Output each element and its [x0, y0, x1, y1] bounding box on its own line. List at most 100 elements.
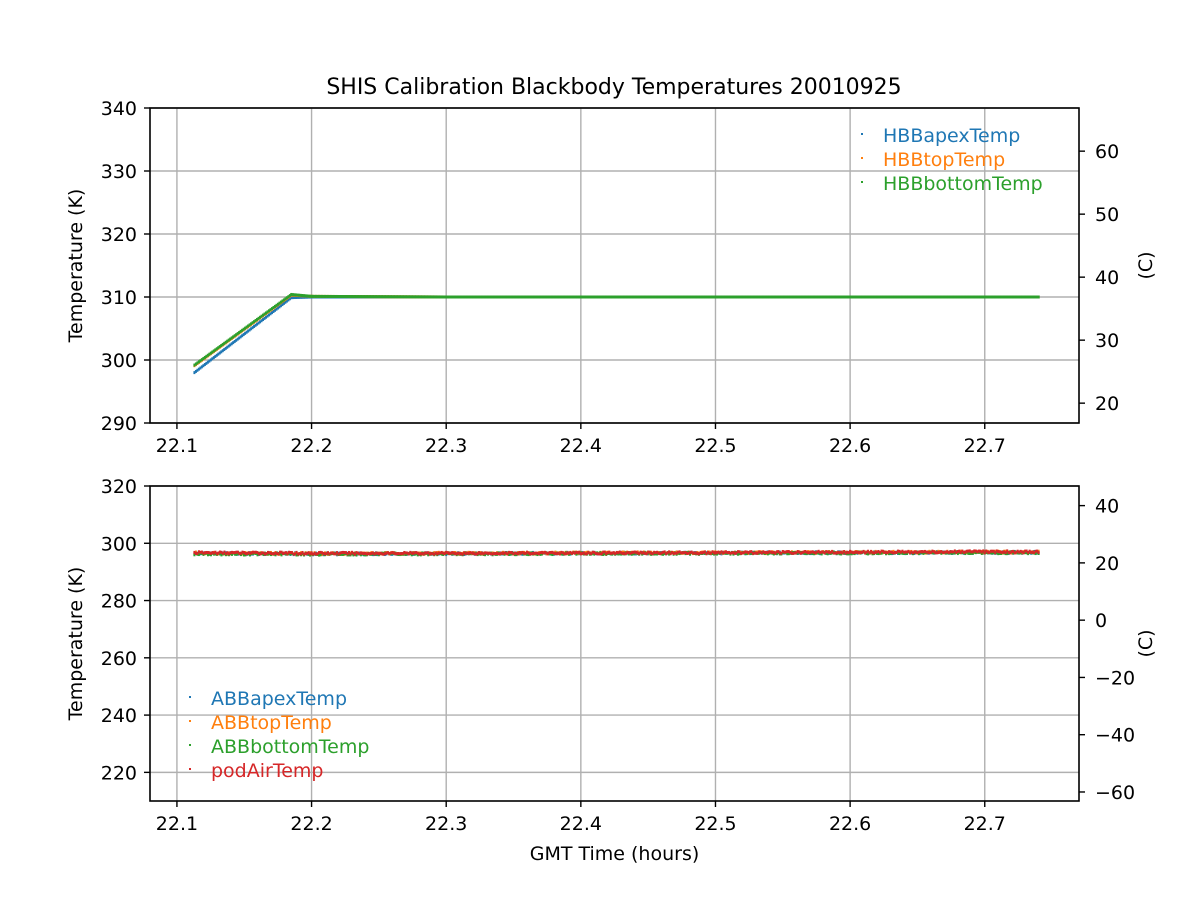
- data-point: [952, 550, 955, 554]
- data-point: [404, 552, 407, 556]
- data-point: [771, 551, 774, 555]
- data-point: [564, 295, 567, 299]
- data-point: [825, 550, 828, 554]
- data-point: [334, 552, 337, 556]
- data-point: [638, 552, 641, 556]
- data-point: [663, 295, 666, 299]
- data-point: [392, 295, 395, 299]
- data-point: [642, 551, 645, 555]
- data-point: [206, 360, 209, 364]
- data-point: [804, 549, 807, 553]
- data-point: [344, 551, 347, 555]
- data-point: [365, 295, 368, 299]
- data-point: [905, 550, 908, 554]
- data-point: [873, 295, 876, 299]
- data-point: [1003, 295, 1006, 299]
- data-point: [500, 295, 503, 299]
- data-point: [721, 551, 724, 555]
- data-point: [288, 294, 291, 298]
- data-point: [226, 551, 229, 555]
- data-point: [341, 550, 344, 554]
- data-point: [331, 294, 334, 298]
- data-point: [579, 295, 582, 299]
- data-point: [224, 340, 227, 344]
- data-point: [560, 550, 563, 554]
- data-point: [804, 295, 807, 299]
- data-point: [473, 295, 476, 299]
- data-point: [657, 295, 660, 299]
- data-point: [709, 295, 712, 299]
- data-point: [594, 295, 597, 299]
- data-point: [636, 551, 639, 555]
- data-point: [358, 552, 361, 556]
- data-point: [203, 551, 206, 555]
- data-point: [564, 552, 567, 556]
- data-point: [214, 348, 217, 352]
- data-point: [928, 551, 931, 555]
- data-point: [953, 549, 956, 553]
- data-point: [502, 295, 505, 299]
- data-point: [1004, 551, 1007, 555]
- data-point: [302, 294, 305, 298]
- data-point: [258, 552, 261, 556]
- data-point: [251, 550, 254, 554]
- data-point: [203, 363, 206, 367]
- data-point: [555, 295, 558, 299]
- data-point: [416, 295, 419, 299]
- data-point: [811, 550, 814, 554]
- data-point: [551, 553, 554, 557]
- data-point: [705, 552, 708, 556]
- data-point: [759, 295, 762, 299]
- data-point: [460, 552, 463, 556]
- data-point: [287, 298, 290, 302]
- data-point: [214, 550, 217, 554]
- data-point: [551, 295, 554, 299]
- data-point: [899, 295, 902, 299]
- data-point: [212, 349, 215, 353]
- data-point: [383, 552, 386, 556]
- data-point: [932, 550, 935, 554]
- data-point: [581, 552, 584, 556]
- data-point: [558, 552, 561, 556]
- data-point: [907, 549, 910, 553]
- data-point: [822, 550, 825, 554]
- data-point: [349, 295, 352, 299]
- data-point: [985, 549, 988, 553]
- data-point: [995, 549, 998, 553]
- data-point: [699, 551, 702, 555]
- data-point: [395, 295, 398, 299]
- data-point: [611, 295, 614, 299]
- data-point: [397, 552, 400, 556]
- data-point: [994, 551, 997, 555]
- data-point: [373, 552, 376, 556]
- data-point: [856, 295, 859, 299]
- data-point: [224, 346, 227, 350]
- data-point: [730, 551, 733, 555]
- data-point: [868, 295, 871, 299]
- data-point: [233, 551, 236, 555]
- data-point: [828, 550, 831, 554]
- data-point: [605, 295, 608, 299]
- data-point: [1018, 550, 1021, 554]
- data-point: [611, 551, 614, 555]
- data-point: [373, 295, 376, 299]
- data-point: [605, 552, 608, 556]
- data-point: [775, 552, 778, 556]
- data-point: [575, 295, 578, 299]
- data-point: [594, 552, 597, 556]
- data-point: [511, 295, 514, 299]
- data-point: [1031, 550, 1034, 554]
- data-point: [211, 350, 214, 354]
- data-point: [920, 295, 923, 299]
- data-point: [819, 295, 822, 299]
- data-point: [274, 551, 277, 555]
- data-point: [582, 551, 585, 555]
- data-point: [748, 550, 751, 554]
- data-point: [370, 551, 373, 555]
- data-point: [449, 295, 452, 299]
- data-point: [816, 295, 819, 299]
- data-point: [678, 295, 681, 299]
- data-point: [533, 295, 536, 299]
